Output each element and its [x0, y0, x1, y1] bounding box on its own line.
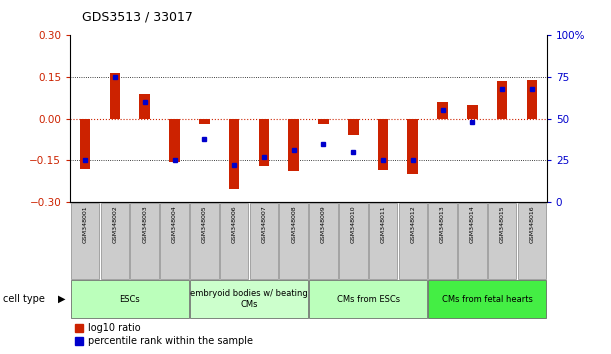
Text: CMs from ESCs: CMs from ESCs — [337, 295, 400, 304]
Text: GSM348004: GSM348004 — [172, 205, 177, 242]
Bar — [169, 119, 180, 161]
FancyBboxPatch shape — [71, 280, 189, 318]
FancyBboxPatch shape — [160, 202, 189, 279]
FancyBboxPatch shape — [488, 202, 516, 279]
FancyBboxPatch shape — [398, 202, 427, 279]
Text: GSM348010: GSM348010 — [351, 205, 356, 242]
Bar — [199, 119, 210, 124]
Text: GSM348015: GSM348015 — [500, 205, 505, 242]
Text: GSM348014: GSM348014 — [470, 205, 475, 242]
Text: GSM348003: GSM348003 — [142, 205, 147, 242]
Text: ▶: ▶ — [58, 294, 65, 304]
Bar — [497, 81, 508, 119]
Text: GSM348013: GSM348013 — [440, 205, 445, 242]
Legend: log10 ratio, percentile rank within the sample: log10 ratio, percentile rank within the … — [75, 324, 253, 346]
Text: GSM348002: GSM348002 — [112, 205, 117, 242]
FancyBboxPatch shape — [130, 202, 159, 279]
FancyBboxPatch shape — [279, 202, 308, 279]
Text: GSM348016: GSM348016 — [530, 205, 535, 242]
Bar — [229, 119, 240, 189]
FancyBboxPatch shape — [518, 202, 546, 279]
Text: GSM348001: GSM348001 — [82, 205, 87, 242]
Bar — [348, 119, 359, 135]
Bar — [288, 119, 299, 171]
Text: GSM348012: GSM348012 — [411, 205, 415, 242]
FancyBboxPatch shape — [309, 202, 338, 279]
Bar — [467, 105, 478, 119]
Text: GDS3513 / 33017: GDS3513 / 33017 — [82, 11, 193, 24]
Text: embryoid bodies w/ beating
CMs: embryoid bodies w/ beating CMs — [190, 290, 308, 309]
Bar — [527, 80, 537, 119]
Bar — [80, 119, 90, 169]
FancyBboxPatch shape — [428, 202, 457, 279]
Text: GSM348007: GSM348007 — [262, 205, 266, 242]
Text: ESCs: ESCs — [120, 295, 140, 304]
FancyBboxPatch shape — [339, 202, 368, 279]
FancyBboxPatch shape — [458, 202, 487, 279]
Bar — [258, 119, 269, 166]
Text: GSM348008: GSM348008 — [291, 205, 296, 242]
FancyBboxPatch shape — [428, 280, 546, 318]
FancyBboxPatch shape — [220, 202, 249, 279]
Text: cell type: cell type — [3, 294, 45, 304]
Bar — [109, 73, 120, 119]
Text: GSM348011: GSM348011 — [381, 205, 386, 242]
Text: GSM348006: GSM348006 — [232, 205, 236, 242]
FancyBboxPatch shape — [309, 280, 427, 318]
Bar — [139, 93, 150, 119]
Text: CMs from fetal hearts: CMs from fetal hearts — [442, 295, 533, 304]
FancyBboxPatch shape — [368, 202, 397, 279]
FancyBboxPatch shape — [190, 202, 219, 279]
Bar — [408, 119, 418, 174]
FancyBboxPatch shape — [71, 202, 100, 279]
FancyBboxPatch shape — [249, 202, 278, 279]
FancyBboxPatch shape — [101, 202, 130, 279]
Bar — [378, 119, 389, 170]
Text: GSM348005: GSM348005 — [202, 205, 207, 242]
Text: GSM348009: GSM348009 — [321, 205, 326, 242]
Bar — [437, 102, 448, 119]
FancyBboxPatch shape — [190, 280, 308, 318]
Bar — [318, 119, 329, 124]
